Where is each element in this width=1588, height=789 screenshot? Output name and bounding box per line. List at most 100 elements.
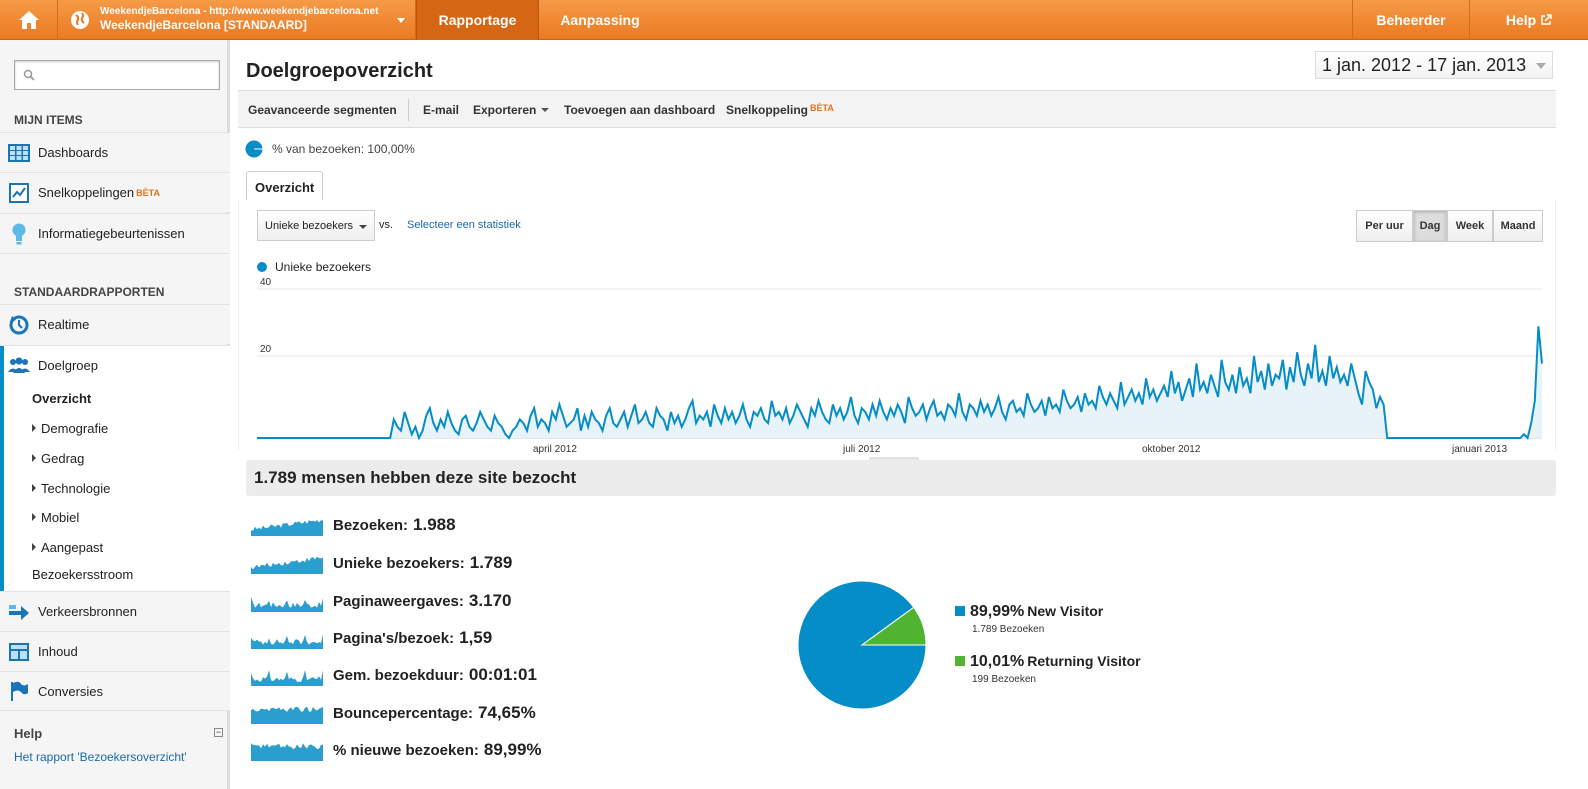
y-tick-label: 20 — [260, 344, 272, 355]
search-icon — [23, 69, 35, 81]
sidebar-spacer — [0, 253, 230, 305]
date-range-text: 1 jan. 2012 - 17 jan. 2013 — [1322, 55, 1527, 75]
sidebar-item-doelgroep[interactable]: Doelgroep — [0, 345, 230, 385]
legend-dot — [257, 262, 267, 272]
granularity-hour[interactable]: Per uur — [1356, 210, 1413, 242]
chevron-down-icon — [541, 108, 550, 112]
x-tick-label: april 2012 — [533, 444, 577, 455]
admin-link[interactable]: Beheerder — [1352, 0, 1469, 40]
sparkline-area — [251, 706, 323, 724]
sidebar-item-realtime[interactable]: Realtime — [0, 304, 230, 344]
content-icon — [9, 642, 29, 661]
metric-value: 1,59 — [459, 628, 493, 647]
metric-select[interactable]: Unieke bezoekers — [257, 210, 375, 241]
shortcut-label: Snelkoppeling — [726, 103, 809, 117]
sidebar-item-intelligence[interactable]: Informatiegebeurtenissen — [0, 213, 230, 253]
help-link[interactable]: Help — [1469, 0, 1588, 40]
metric-value: 74,65% — [478, 703, 536, 722]
help-label: Help — [1505, 12, 1537, 28]
granularity-week[interactable]: Week — [1447, 210, 1493, 242]
tab-rapportage[interactable]: Rapportage — [416, 0, 539, 40]
sparkline — [251, 520, 323, 536]
home-icon — [18, 11, 39, 29]
chevron-down-icon — [359, 225, 367, 229]
metric-value: 3.170 — [468, 591, 512, 610]
sidebar-item-label: Informatiegebeurtenissen — [38, 226, 185, 241]
series-line — [257, 326, 1543, 441]
pie-slice-returning-visitor[interactable] — [860, 606, 927, 646]
sidebar-sub-technologie[interactable]: Technologie — [32, 481, 110, 496]
sparkline — [251, 706, 323, 724]
date-range-picker[interactable]: 1 jan. 2012 - 17 jan. 2013 — [1315, 51, 1553, 79]
metric-label: Pagina's/bezoek: — [333, 629, 455, 647]
beta-badge: BÈTA — [810, 103, 834, 113]
segment-label: % van bezoeken: 100,00% — [272, 142, 415, 156]
collapse-icon[interactable]: − — [214, 727, 223, 737]
metric-value: 00:01:01 — [468, 665, 537, 684]
pie-pct: 10,01% — [970, 653, 1025, 670]
granularity-day[interactable]: Dag — [1413, 210, 1447, 242]
metric-label: Bezoeken: — [333, 516, 409, 534]
metric-row: Paginaweergaves: 3.170 — [251, 586, 511, 616]
sidebar-item-inhoud[interactable]: Inhoud — [0, 631, 230, 671]
series-area — [257, 326, 1542, 438]
metric-label: Unieke bezoekers: — [333, 554, 465, 572]
top-bar: WeekendjeBarcelona - http://www.weekendj… — [0, 0, 1588, 40]
pie-chart[interactable] — [795, 578, 929, 712]
report-toolbar: Geavanceerde segmenten E-mail Exporteren… — [238, 90, 1556, 128]
advanced-segments-button[interactable]: Geavanceerde segmenten — [248, 103, 397, 117]
divider — [408, 99, 409, 121]
standard-reports-header: STANDAARDRAPPORTEN — [14, 285, 165, 299]
sidebar-sub-demografie[interactable]: Demografie — [32, 421, 108, 436]
sidebar-sub-mobiel[interactable]: Mobiel — [32, 510, 79, 525]
sidebar-item-dashboards[interactable]: Dashboards — [0, 132, 230, 172]
export-button[interactable]: Exporteren — [473, 103, 550, 117]
sidebar-sub-gedrag[interactable]: Gedrag — [32, 451, 84, 466]
metric-select-value: Unieke bezoekers — [265, 220, 354, 232]
account-profile: WeekendjeBarcelona [STANDAARD] — [100, 18, 307, 32]
tab-aanpassing[interactable]: Aanpassing — [560, 12, 640, 28]
tab-overzicht[interactable]: Overzicht — [246, 171, 324, 202]
sidebar-item-verkeersbronnen[interactable]: Verkeersbronnen — [0, 591, 230, 631]
pie-count: 1.789 Bezoeken — [972, 624, 1045, 635]
sidebar: MIJN ITEMS Dashboards Snelkoppelingen BÈT… — [0, 40, 230, 789]
home-button[interactable] — [0, 0, 58, 40]
email-button[interactable]: E-mail — [423, 103, 460, 117]
flag-icon — [11, 681, 28, 701]
segment-indicator[interactable]: % van bezoeken: 100,00% — [245, 140, 415, 158]
doelgroep-section — [0, 345, 230, 591]
select-statistic-link[interactable]: Selecteer een statistiek — [407, 219, 521, 231]
sparkline-area — [251, 556, 323, 574]
segment-pie-icon — [245, 140, 263, 158]
metric-label: Bouncepercentage: — [333, 704, 474, 722]
vs-label: vs. — [379, 219, 394, 231]
pie-legend-new: 89,99% New Visitor 1.789 Bezoeken — [955, 603, 1103, 635]
sidebar-item-conversies[interactable]: Conversies — [0, 671, 230, 711]
sparkline — [251, 634, 323, 649]
metric-row: Unieke bezoekers: 1.789 — [251, 548, 512, 578]
pie-slice-new-visitor[interactable] — [797, 580, 927, 710]
add-to-dashboard-button[interactable]: Toevoegen aan dashboard — [564, 103, 716, 117]
metric-label: % nieuwe bezoeken: — [333, 741, 479, 759]
metric-row: Gem. bezoekduur: 00:01:01 — [251, 660, 537, 690]
metric-label: Paginaweergaves: — [333, 592, 464, 610]
sidebar-item-label: Conversies — [38, 683, 104, 699]
sidebar-sub-overzicht[interactable]: Overzicht — [32, 391, 92, 406]
traffic-arrow-icon — [9, 604, 29, 620]
account-selector[interactable]: WeekendjeBarcelona - http://www.weekendj… — [58, 0, 416, 40]
dashboard-grid-icon — [8, 143, 30, 162]
sidebar-item-shortcuts[interactable]: Snelkoppelingen BÈTA — [0, 172, 230, 212]
x-tick-label: juli 2012 — [842, 444, 881, 455]
pie-pct: 89,99% — [970, 603, 1025, 620]
realtime-icon — [9, 315, 29, 334]
chart-legend: Unieke bezoekers — [257, 260, 371, 274]
pie-legend-returning: 10,01% Returning Visitor 199 Bezoeken — [955, 653, 1141, 685]
legend-label: Unieke bezoekers — [275, 260, 372, 274]
sidebar-sub-aangepast[interactable]: Aangepast — [32, 540, 103, 555]
help-link-report[interactable]: Het rapport 'Bezoekersoverzicht' — [14, 750, 187, 764]
shortcut-button[interactable]: Snelkoppeling BÈTA — [726, 103, 834, 117]
granularity-month[interactable]: Maand — [1493, 210, 1543, 242]
line-chart[interactable]: 40 20 april 2012 juli 2012 oktober 2012 … — [252, 278, 1552, 468]
search-input[interactable] — [14, 60, 220, 90]
sidebar-sub-bezoekersstroom[interactable]: Bezoekersstroom — [32, 567, 134, 582]
